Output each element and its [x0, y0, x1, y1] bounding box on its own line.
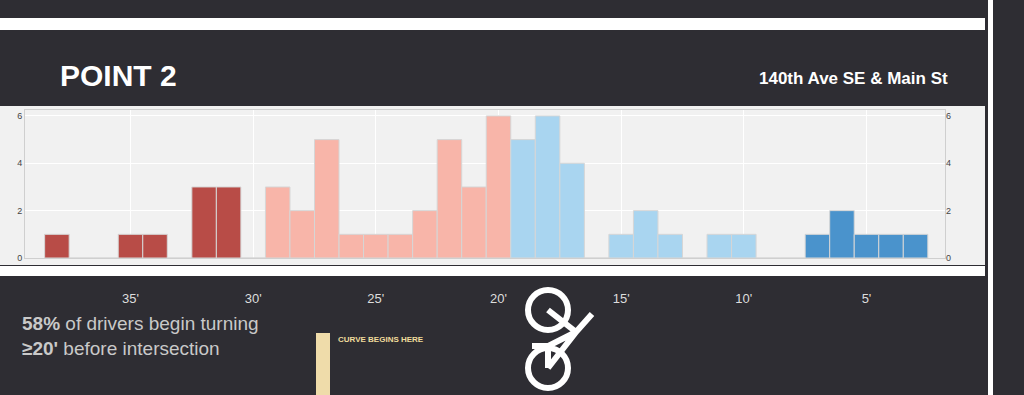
svg-text:10': 10': [735, 291, 752, 306]
svg-text:0: 0: [17, 253, 22, 263]
svg-text:6: 6: [17, 111, 22, 121]
svg-text:2: 2: [17, 206, 22, 216]
svg-text:20': 20': [490, 291, 507, 306]
svg-text:4: 4: [17, 158, 22, 168]
svg-text:4: 4: [946, 158, 951, 168]
svg-text:30': 30': [245, 291, 262, 306]
svg-text:35': 35': [122, 291, 139, 306]
svg-text:5': 5': [862, 291, 872, 306]
svg-text:0: 0: [946, 253, 951, 263]
svg-text:6: 6: [946, 111, 951, 121]
svg-text:58% of drivers begin turning≥2: 58% of drivers begin turning≥20' before …: [22, 313, 259, 359]
svg-text:POINT 2: POINT 2: [60, 59, 177, 92]
svg-text:25': 25': [367, 291, 384, 306]
svg-text:2: 2: [946, 206, 951, 216]
svg-text:140th Ave SE & Main St: 140th Ave SE & Main St: [759, 69, 948, 88]
svg-text:CURVE BEGINS HERE: CURVE BEGINS HERE: [338, 335, 424, 344]
svg-text:15': 15': [613, 291, 630, 306]
